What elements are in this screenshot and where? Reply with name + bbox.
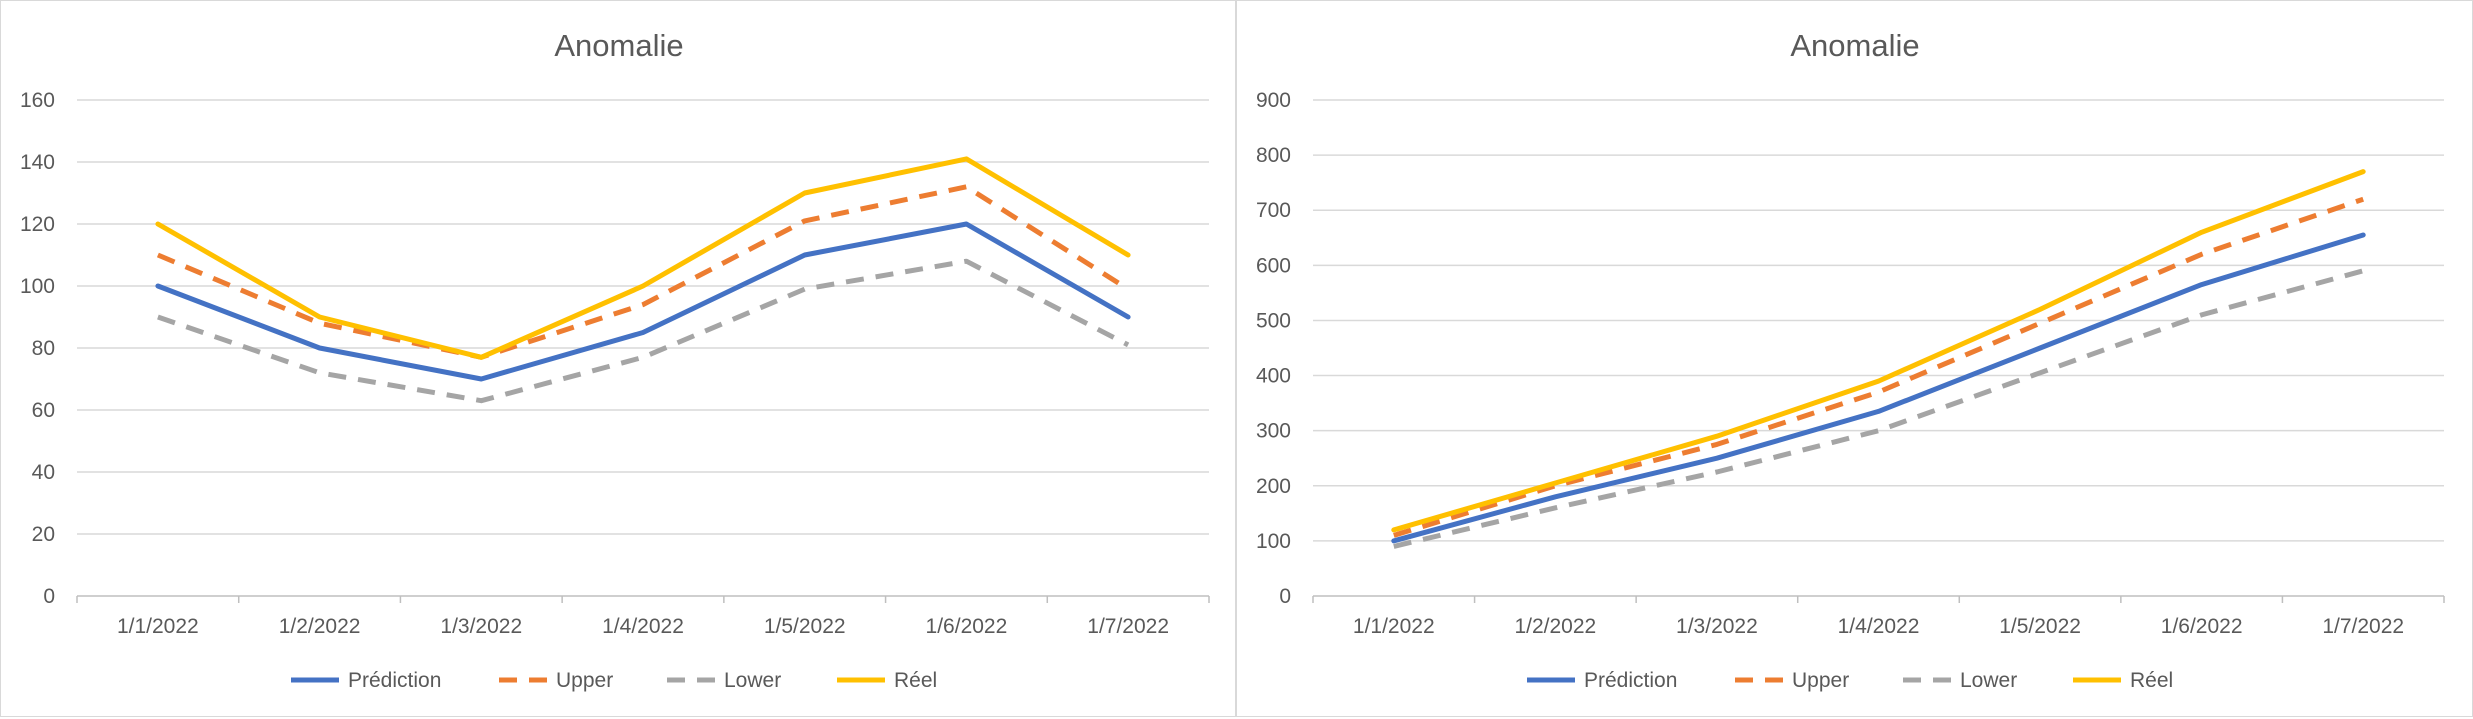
series-line-prédiction <box>155 221 1131 382</box>
y-tick-label: 60 <box>32 399 55 422</box>
series-line-upper <box>156 184 1130 360</box>
x-tick-label: 1/3/2022 <box>1676 615 1758 638</box>
x-tick-label: 1/4/2022 <box>1838 615 1920 638</box>
x-tick-label: 1/3/2022 <box>440 615 522 638</box>
x-tick-label: 1/6/2022 <box>2161 615 2243 638</box>
chart-panel-left: Anomalie 0 20 40 60 80 100 120 140 160 1/1/2022 1/2… <box>0 0 1236 717</box>
y-tick-label: 120 <box>20 213 55 236</box>
y-tick-label: 800 <box>1256 144 1291 167</box>
y-tick-label: 200 <box>1256 475 1291 498</box>
y-tick-label: 600 <box>1256 254 1291 277</box>
y-tick-label: 900 <box>1256 89 1291 112</box>
legend-label: Réel <box>894 669 937 692</box>
chart-title: Anomalie <box>1790 28 1919 63</box>
legend-label: Réel <box>2130 669 2173 692</box>
y-tick-label: 140 <box>20 151 55 174</box>
y-tick-label: 400 <box>1256 365 1291 388</box>
y-tick-label: 500 <box>1256 309 1291 332</box>
y-tick-label: 80 <box>32 337 55 360</box>
series-line-lower <box>157 258 1130 404</box>
legend-label: Upper <box>556 669 613 692</box>
y-tick-label: 100 <box>20 275 55 298</box>
line-chart-left: Anomalie 0 20 40 60 80 100 120 140 160 1/1/2022 1/2… <box>20 28 1210 692</box>
x-tick-label: 1/7/2022 <box>2322 615 2404 638</box>
x-tick-label: 1/2/2022 <box>1514 615 1596 638</box>
x-tick-label: 1/4/2022 <box>602 615 684 638</box>
y-tick-label: 300 <box>1256 420 1291 443</box>
y-tick-label: 0 <box>1279 585 1291 608</box>
y-tick-label: 40 <box>32 461 55 484</box>
series-line-upper <box>1393 196 2365 538</box>
y-tick-label: 160 <box>20 89 55 112</box>
legend-label: Prédiction <box>1584 669 1677 692</box>
chart-title: Anomalie <box>554 28 683 63</box>
line-chart-right: Anomalie 0 100 200 300 400 500 600 700 800 900 1/1/… <box>1256 28 2445 692</box>
x-tick-label: 1/7/2022 <box>1087 615 1169 638</box>
series-line-lower <box>1393 268 2364 549</box>
x-tick-label: 1/6/2022 <box>926 615 1008 638</box>
x-tick-label: 1/1/2022 <box>117 615 199 638</box>
y-tick-label: 0 <box>43 585 55 608</box>
y-tick-label: 100 <box>1256 530 1291 553</box>
series-line-réel <box>1391 169 2366 533</box>
x-tick-label: 1/1/2022 <box>1353 615 1435 638</box>
series-line-prédiction <box>1391 232 2366 544</box>
y-tick-label: 20 <box>32 523 55 546</box>
series-line-réel <box>155 156 1131 360</box>
x-tick-label: 1/5/2022 <box>764 615 846 638</box>
legend-label: Upper <box>1792 669 1849 692</box>
x-tick-label: 1/2/2022 <box>279 615 361 638</box>
legend-label: Prédiction <box>348 669 441 692</box>
legend-label: Lower <box>724 669 781 692</box>
legend-label: Lower <box>1960 669 2017 692</box>
chart-panel-right: Anomalie 0 100 200 300 400 500 600 700 800 900 1/1/… <box>1236 0 2473 717</box>
y-tick-label: 700 <box>1256 199 1291 222</box>
x-tick-label: 1/5/2022 <box>1999 615 2081 638</box>
